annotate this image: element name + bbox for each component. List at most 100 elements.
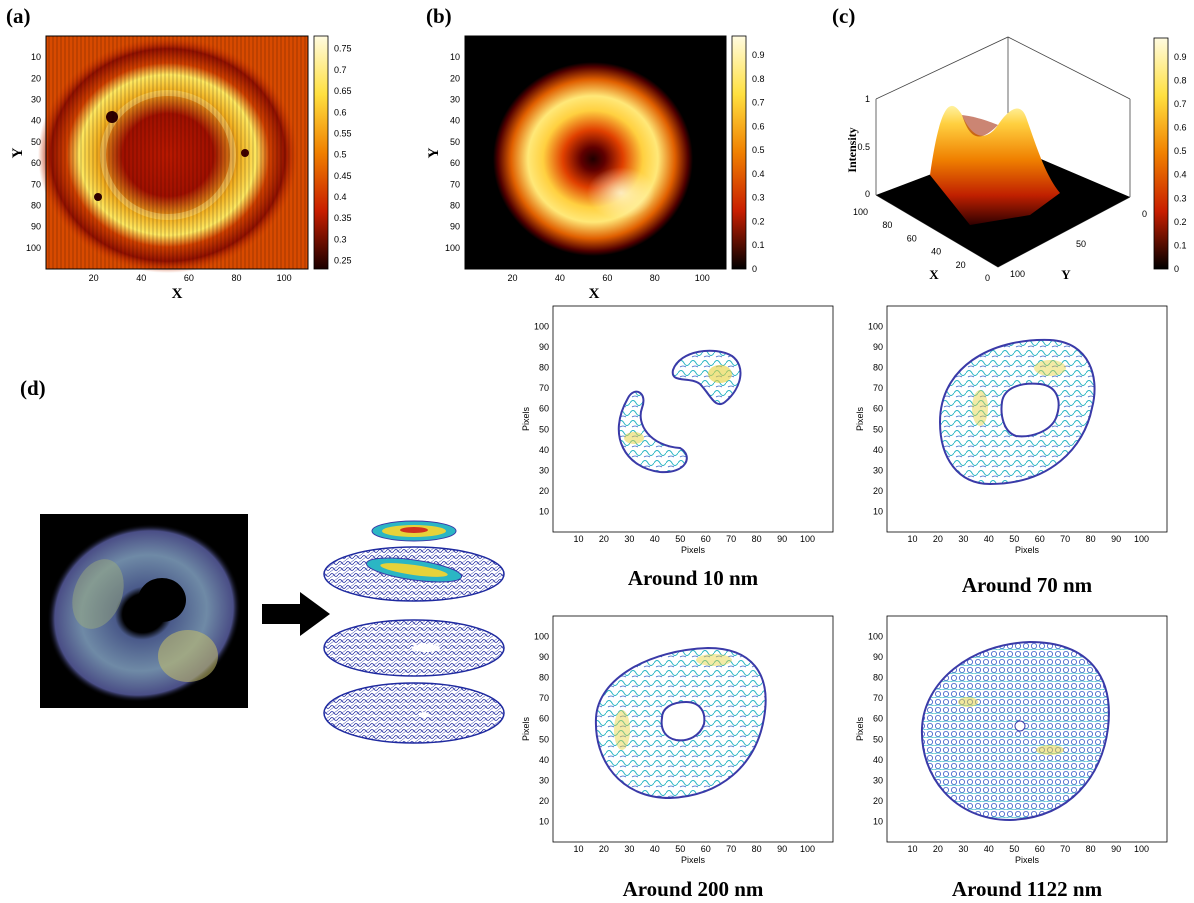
colorbar-tick-label: 0 — [752, 264, 757, 274]
x-tick-label: 90 — [777, 534, 787, 544]
y-tick-label: 80 — [539, 363, 549, 373]
colorbar-tick-label: 0.5 — [1174, 146, 1187, 156]
heatmap-a-ylabel: Y — [10, 147, 26, 158]
x-tick-label: 90 — [1111, 534, 1121, 544]
y-tick-label: 90 — [539, 342, 549, 352]
x-tick-label: 30 — [624, 844, 634, 854]
heatmap-b-axes: 20 40 60 80 100 10 20 30 40 50 60 70 80 90 100 — [445, 52, 710, 283]
y-tick-label: 70 — [873, 693, 883, 703]
contour-10nm — [552, 305, 834, 533]
y-tick-label: 50 — [873, 424, 883, 434]
y-tick-label: 100 — [534, 632, 549, 642]
y-tick-label: 100 — [868, 632, 883, 642]
x-tick-label: 30 — [958, 844, 968, 854]
arrow-icon — [262, 592, 330, 636]
colorbar-tick-label: 0.2 — [752, 216, 765, 226]
contour-10nm-region-1 — [671, 349, 742, 405]
y-tick-label: 90 — [31, 222, 41, 232]
x-tick-label: 30 — [624, 534, 634, 544]
x-tick-label: 80 — [752, 844, 762, 854]
x-tick-label: 100 — [277, 273, 292, 283]
y-tick-label: 50 — [31, 137, 41, 147]
x-tick-label: 40 — [931, 247, 941, 257]
x-tick-label: 10 — [907, 534, 917, 544]
contour-grid: 10 20 30 40 50 60 70 80 90 100 100 90 80 70 60 50 40 30 20… — [521, 305, 1168, 865]
z-tick-label: 0 — [865, 189, 870, 199]
x-tick-label: 100 — [1134, 844, 1149, 854]
x-tick-label: 40 — [650, 534, 660, 544]
y-tick-label: 10 — [873, 816, 883, 826]
x-tick-label: 100 — [800, 844, 815, 854]
surface-c-xlabel: X — [929, 267, 939, 282]
x-tick-label: 60 — [907, 233, 917, 243]
x-tick-label: 70 — [1060, 844, 1070, 854]
y-tick-label: 90 — [873, 652, 883, 662]
y-tick-label: 70 — [873, 383, 883, 393]
x-tick-label: 60 — [184, 273, 194, 283]
colorbar-tick-label: 0 — [1174, 264, 1179, 274]
x-tick-label: 50 — [675, 534, 685, 544]
colorbar-tick-label: 0.4 — [752, 169, 765, 179]
y-tick-label: 90 — [450, 222, 460, 232]
y-tick-label: 60 — [539, 714, 549, 724]
y-tick-label: 50 — [539, 424, 549, 434]
x-axis-label: Pixels — [1015, 545, 1040, 555]
heatmap-a-axes: 20 40 60 80 100 10 20 30 40 50 60 70 80 90 100 — [26, 52, 292, 283]
caption-10nm: Around 10 nm — [627, 566, 759, 590]
colorbar-tick-label: 0.5 — [752, 145, 765, 155]
y-tick-label: 70 — [450, 179, 460, 189]
y-tick-label: 80 — [31, 200, 41, 210]
y-tick-label: 60 — [873, 714, 883, 724]
heatmap-b-plot — [464, 35, 727, 270]
y-tick-label: 100 — [26, 243, 41, 253]
y-tick-label: 100 — [445, 243, 460, 253]
y-tick-label: 10 — [31, 52, 41, 62]
surface-c-axes: 1 0.5 0 100 80 60 40 20 0 0 50 100 — [853, 94, 1147, 283]
y-tick-label: 40 — [31, 116, 41, 126]
y-axis-label: Pixels — [855, 717, 865, 742]
heatmap-a-colorbar-ticks: 0.75 0.7 0.65 0.6 0.55 0.5 0.45 0.4 0.35 0.3 0.25 — [334, 44, 352, 266]
contour-10nm-region-2 — [617, 390, 688, 474]
x-tick-label: 80 — [232, 273, 242, 283]
x-tick-label: 30 — [958, 534, 968, 544]
x-tick-label: 0 — [985, 273, 990, 283]
x-axis-label: Pixels — [1015, 855, 1040, 865]
colorbar-tick-label: 0.2 — [1174, 217, 1187, 227]
heatmap-a-colorbar — [313, 35, 329, 270]
y-axis-label: Pixels — [521, 717, 531, 742]
x-tick-label: 100 — [1134, 534, 1149, 544]
surface-c-zlabel: Intensity — [845, 127, 859, 172]
x-tick-label: 60 — [701, 844, 711, 854]
colorbar-tick-label: 0.7 — [1174, 99, 1187, 109]
z-tick-label: 0.5 — [857, 142, 870, 152]
colorbar-tick-label: 0.8 — [1174, 75, 1187, 85]
y-tick-label: 30 — [873, 465, 883, 475]
x-tick-label: 90 — [1111, 844, 1121, 854]
x-tick-label: 40 — [555, 273, 565, 283]
panel-label-c: (c) — [832, 4, 856, 28]
colorbar-tick-label: 0.1 — [1174, 240, 1187, 250]
y-tick-label: 10 — [539, 816, 549, 826]
x-tick-label: 90 — [777, 844, 787, 854]
colorbar-tick-label: 0.3 — [1174, 193, 1187, 203]
layer-stack — [323, 520, 505, 744]
y-tick-label: 70 — [539, 693, 549, 703]
x-tick-label: 80 — [1086, 534, 1096, 544]
y-tick-label: 60 — [31, 158, 41, 168]
y-tick-label: 60 — [450, 158, 460, 168]
y-tick-label: 40 — [539, 755, 549, 765]
x-tick-label: 70 — [1060, 534, 1070, 544]
surface-c: 1 0.5 0 100 80 60 40 20 0 0 50 100 Intensity X Y 0.… — [845, 36, 1187, 283]
x-tick-label: 40 — [136, 273, 146, 283]
colorbar-tick-label: 0.8 — [752, 74, 765, 84]
caption-70nm: Around 70 nm — [961, 573, 1093, 597]
x-tick-label: 40 — [984, 844, 994, 854]
y-axis-label: Pixels — [855, 407, 865, 432]
x-tick-label: 60 — [602, 273, 612, 283]
x-tick-label: 20 — [933, 534, 943, 544]
caption-200nm: Around 200 nm — [622, 877, 764, 901]
colorbar-tick-label: 0.5 — [334, 150, 347, 160]
x-tick-label: 20 — [599, 844, 609, 854]
x-axis-label: Pixels — [681, 855, 706, 865]
x-tick-label: 50 — [1009, 534, 1019, 544]
